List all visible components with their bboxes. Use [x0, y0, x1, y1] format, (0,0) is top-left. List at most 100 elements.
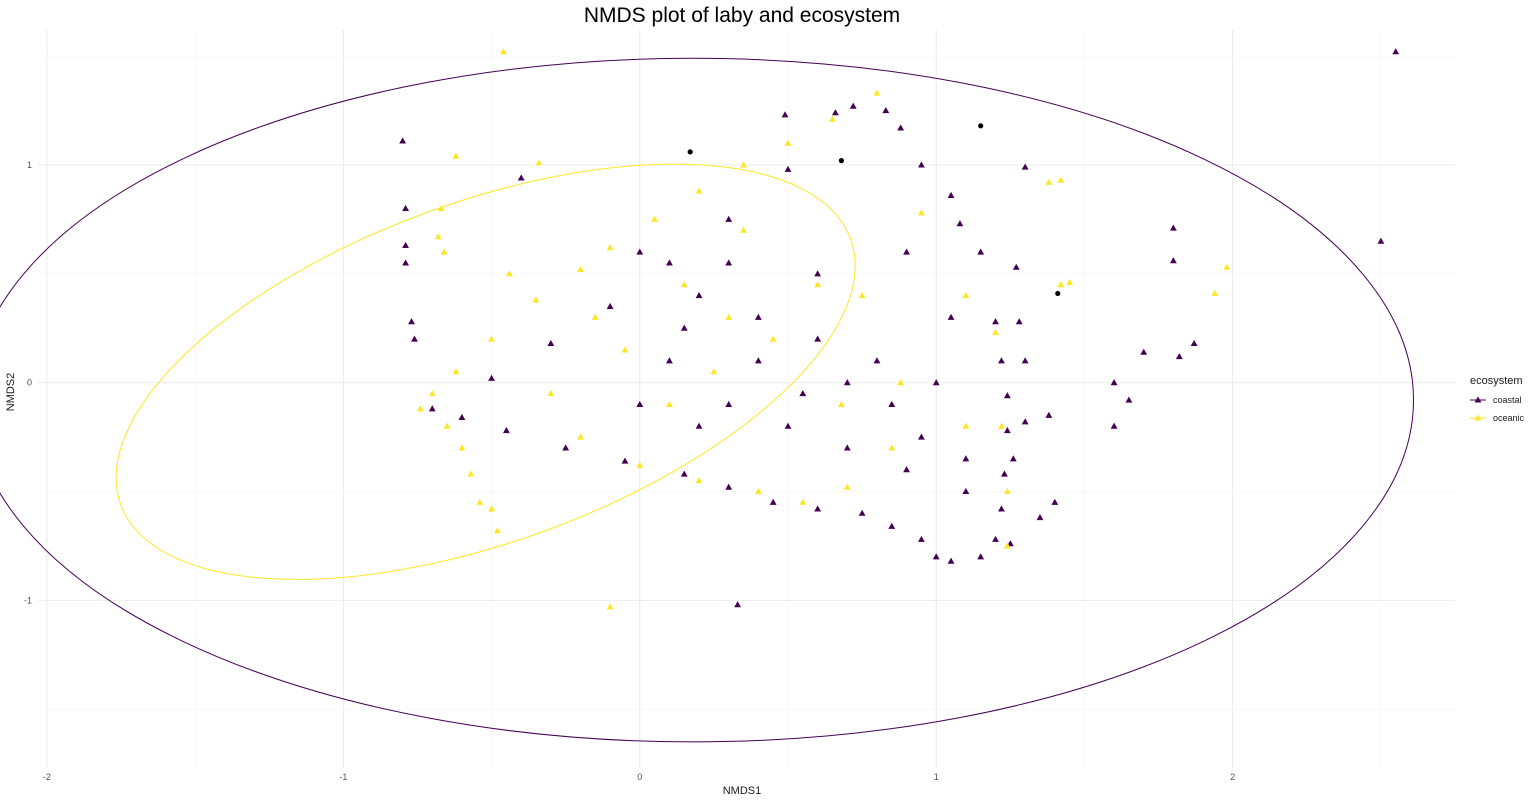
- data-point-coastal: [1169, 257, 1177, 264]
- data-point-oceanic: [843, 483, 851, 490]
- data-point-coastal: [1110, 379, 1118, 386]
- data-point-coastal: [725, 483, 733, 490]
- data-point-coastal: [977, 553, 985, 560]
- data-point-oceanic: [740, 161, 747, 168]
- data-point-coastal: [754, 357, 762, 364]
- data-point-oceanic: [591, 313, 599, 320]
- data-point-coastal: [428, 405, 436, 412]
- data-point-coastal: [734, 601, 742, 608]
- data-point-coastal: [998, 505, 1005, 512]
- data-point-oceanic: [814, 281, 822, 288]
- ellipse-oceanic: [115, 163, 856, 580]
- data-point-oceanic: [1003, 542, 1011, 549]
- data-point-coastal: [402, 204, 410, 212]
- data-point-coastal: [769, 498, 777, 505]
- data-point-coastal: [843, 444, 851, 451]
- data-point-coastal: [1175, 352, 1183, 360]
- data-point-coastal: [849, 102, 857, 109]
- data-point-coastal: [1021, 357, 1029, 364]
- data-point-coastal: [1003, 426, 1011, 434]
- data-point-oceanic: [606, 603, 614, 610]
- data-point-coastal: [784, 422, 792, 429]
- tick-labels: -2 -1 0 1 2 -1 0 1: [24, 160, 1235, 782]
- data-point-oceanic: [740, 226, 747, 233]
- data-point-oceanic: [962, 422, 970, 429]
- data-point-coastal: [814, 505, 822, 512]
- data-point-oceanic: [606, 244, 614, 251]
- grid-lines: [38, 30, 1455, 768]
- y-tick-label: 0: [27, 378, 32, 388]
- data-point-oceanic: [695, 477, 703, 484]
- data-point-oceanic: [858, 291, 866, 299]
- data-point-coastal: [399, 137, 407, 144]
- data-point-coastal: [956, 220, 964, 227]
- data-point-oceanic: [1211, 289, 1219, 296]
- data-point-oceanic: [452, 368, 460, 375]
- data-point-coastal: [725, 259, 733, 266]
- data-point-oceanic: [710, 368, 718, 375]
- data-point-coastal: [897, 124, 905, 131]
- data-point-coastal: [1377, 237, 1385, 244]
- data-point-oceanic: [577, 433, 584, 440]
- data-point-coastal: [832, 109, 839, 116]
- data-point-unassigned: [1055, 290, 1061, 297]
- data-point-coastal: [680, 324, 688, 331]
- y-tick-label: 1: [27, 160, 32, 170]
- data-point-coastal: [502, 426, 510, 434]
- data-point-coastal: [814, 270, 822, 277]
- data-point-oceanic: [636, 461, 644, 468]
- data-point-coastal: [1045, 411, 1053, 418]
- data-point-coastal: [932, 379, 940, 386]
- data-point-coastal: [1015, 318, 1023, 325]
- data-point-coastal: [488, 374, 495, 381]
- data-point-oceanic: [873, 89, 881, 96]
- x-tick-label: 2: [1230, 772, 1235, 782]
- data-point-oceanic: [992, 329, 999, 336]
- data-point-coastal: [1169, 224, 1177, 231]
- data-point-oceanic: [488, 505, 495, 512]
- data-point-coastal: [666, 259, 673, 266]
- data-point-coastal: [1125, 396, 1133, 403]
- data-point-oceanic: [535, 159, 543, 166]
- x-axis-title: NMDS1: [723, 785, 762, 797]
- data-point-coastal: [888, 400, 896, 407]
- data-point-coastal: [903, 248, 910, 255]
- data-point-oceanic: [621, 346, 629, 353]
- legend-label: oceanic: [1493, 413, 1525, 423]
- data-point-coastal: [1021, 418, 1029, 425]
- legend-title: ecosystem: [1470, 375, 1523, 387]
- legend-entry-coastal: coastal: [1470, 395, 1522, 405]
- data-point-oceanic: [651, 215, 659, 222]
- data-point-coastal: [917, 535, 925, 542]
- data-point-oceanic: [488, 335, 495, 342]
- data-point-oceanic: [837, 400, 845, 407]
- data-point-oceanic: [897, 379, 905, 386]
- data-point-coastal: [947, 313, 955, 320]
- data-point-oceanic: [476, 498, 484, 505]
- data-point-oceanic: [458, 444, 466, 451]
- data-point-coastal: [636, 248, 644, 255]
- data-point-oceanic: [532, 296, 540, 303]
- data-point-coastal: [1190, 339, 1198, 347]
- data-point-coastal: [458, 413, 466, 421]
- data-point-oceanic: [962, 291, 970, 299]
- data-point-coastal: [725, 215, 733, 222]
- data-point-coastal: [962, 455, 970, 462]
- data-point-oceanic: [547, 389, 555, 397]
- data-point-coastal: [1036, 514, 1044, 521]
- data-point-coastal: [917, 433, 925, 440]
- data-point-coastal: [695, 291, 703, 299]
- data-point-coastal: [1110, 422, 1118, 429]
- data-point-coastal: [888, 522, 896, 529]
- data-point-oceanic: [799, 498, 807, 505]
- data-point-coastal: [814, 335, 822, 342]
- data-point-coastal: [680, 470, 688, 477]
- data-point-coastal: [695, 422, 703, 429]
- data-point-oceanic: [998, 422, 1005, 429]
- data-point-oceanic: [754, 487, 762, 495]
- data-point-oceanic: [434, 233, 442, 240]
- data-point-coastal: [977, 248, 985, 255]
- data-point-oceanic: [1066, 278, 1074, 286]
- data-point-coastal: [666, 357, 673, 364]
- data-point-coastal: [1000, 470, 1008, 477]
